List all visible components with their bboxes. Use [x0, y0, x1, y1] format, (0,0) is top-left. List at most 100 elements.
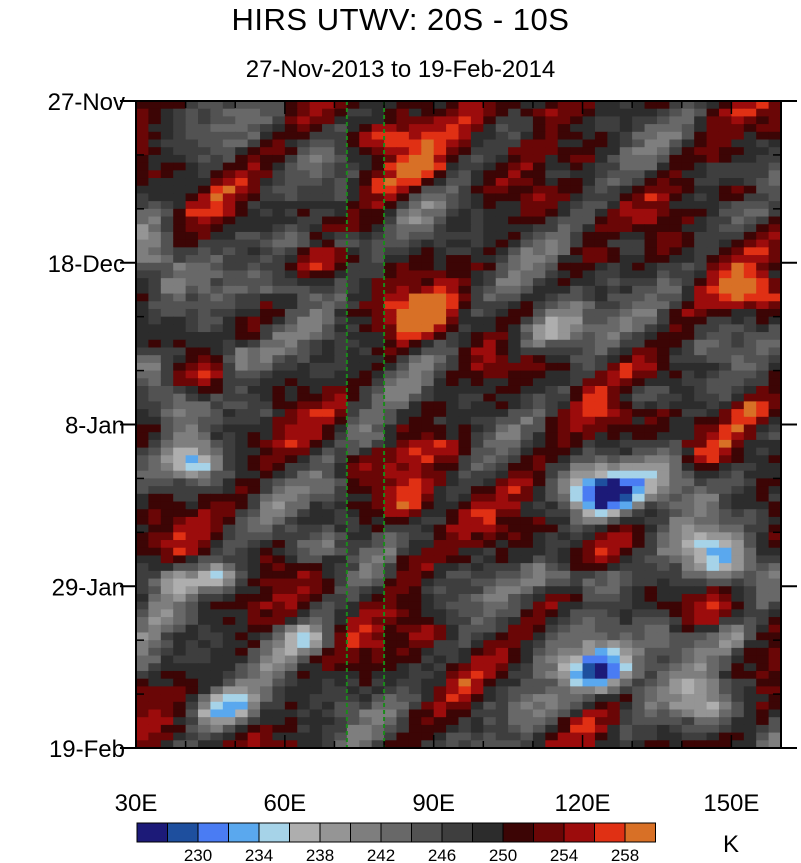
- heatmap-cell: [185, 524, 199, 533]
- heatmap-cell: [446, 724, 460, 734]
- heatmap-cell: [384, 609, 398, 618]
- heatmap-cell: [160, 316, 174, 325]
- heatmap-cell: [545, 663, 559, 672]
- heatmap-cell: [334, 593, 348, 603]
- heatmap-cell: [594, 455, 608, 464]
- heatmap-cell: [334, 116, 348, 125]
- heatmap-cell: [508, 655, 522, 664]
- heatmap-cell: [309, 154, 323, 164]
- heatmap-cell: [545, 216, 559, 225]
- heatmap-cell: [607, 324, 621, 333]
- heatmap-cell: [384, 586, 398, 595]
- heatmap-cell: [384, 547, 398, 557]
- heatmap-cell: [681, 293, 695, 302]
- heatmap-cell: [545, 709, 559, 718]
- heatmap-cell: [210, 385, 224, 395]
- heatmap-cell: [632, 524, 646, 533]
- heatmap-cell: [433, 632, 447, 641]
- heatmap-cell: [743, 478, 757, 487]
- heatmap-cell: [148, 493, 162, 503]
- heatmap-cell: [681, 717, 695, 726]
- heatmap-cell: [322, 401, 336, 410]
- heatmap-cell: [260, 663, 274, 672]
- heatmap-cell: [743, 432, 757, 441]
- heatmap-cell: [731, 239, 745, 248]
- heatmap-cell: [470, 601, 484, 610]
- heatmap-cell: [582, 370, 596, 379]
- heatmap-cell: [198, 270, 212, 279]
- heatmap-cell: [371, 486, 385, 495]
- heatmap-cell: [520, 578, 534, 587]
- heatmap-cell: [185, 555, 199, 564]
- heatmap-cell: [669, 709, 683, 718]
- heatmap-cell: [508, 193, 522, 202]
- heatmap-cell: [247, 409, 261, 418]
- heatmap-cell: [607, 524, 621, 533]
- heatmap-cell: [148, 632, 162, 641]
- heatmap-cell: [235, 293, 249, 302]
- heatmap-cell: [706, 147, 720, 156]
- heatmap-cell: [260, 378, 274, 387]
- heatmap-cell: [731, 409, 745, 418]
- heatmap-cell: [446, 139, 460, 148]
- chart-subtitle: 27-Nov-2013 to 19-Feb-2014: [245, 56, 556, 83]
- heatmap-cell: [706, 586, 720, 595]
- heatmap-cell: [260, 147, 274, 156]
- heatmap-cell: [272, 724, 286, 734]
- heatmap-cell: [495, 424, 509, 433]
- heatmap-cell: [284, 424, 298, 433]
- heatmap-cell: [260, 578, 274, 587]
- heatmap-cell: [545, 493, 559, 503]
- heatmap-cell: [483, 339, 497, 349]
- heatmap-cell: [334, 647, 348, 657]
- heatmap-cell: [222, 547, 236, 557]
- heatmap-cell: [582, 663, 596, 672]
- heatmap-cell: [334, 632, 348, 641]
- heatmap-cell: [384, 339, 398, 349]
- heatmap-cell: [681, 470, 695, 480]
- heatmap-cell: [160, 170, 174, 179]
- heatmap-cell: [706, 101, 720, 110]
- heatmap-cell: [136, 154, 149, 164]
- heatmap-cell: [284, 124, 298, 133]
- heatmap-cell: [768, 601, 781, 610]
- heatmap-cell: [768, 501, 781, 510]
- heatmap-cell: [433, 131, 447, 141]
- heatmap-cell: [570, 532, 584, 541]
- colorbar-swatch: [563, 822, 595, 843]
- heatmap-cell: [198, 540, 212, 549]
- heatmap-cell: [582, 694, 596, 703]
- heatmap-cell: [235, 663, 249, 672]
- heatmap-cell: [284, 570, 298, 580]
- heatmap-cell: [458, 532, 472, 541]
- heatmap-cell: [198, 170, 212, 179]
- heatmap-cell: [173, 393, 187, 402]
- heatmap-cell: [346, 609, 360, 618]
- heatmap-cell: [322, 139, 336, 148]
- heatmap-cell: [247, 701, 261, 711]
- heatmap-cell: [433, 324, 447, 333]
- heatmap-cell: [731, 170, 745, 179]
- heatmap-cell: [731, 162, 745, 171]
- heatmap-cell: [322, 678, 336, 687]
- heatmap-cell: [532, 424, 546, 433]
- heatmap-cell: [408, 632, 422, 641]
- heatmap-cell: [198, 617, 212, 626]
- heatmap-cell: [731, 663, 745, 672]
- heatmap-cell: [396, 239, 410, 248]
- heatmap-cell: [718, 124, 732, 133]
- heatmap-cell: [694, 293, 708, 302]
- heatmap-cell: [260, 178, 274, 187]
- heatmap-cell: [297, 686, 311, 695]
- heatmap-cell: [644, 178, 658, 187]
- heatmap-cell: [594, 108, 608, 117]
- heatmap-cell: [731, 324, 745, 333]
- heatmap-cell: [644, 301, 658, 310]
- heatmap-cell: [309, 370, 323, 379]
- heatmap-cell: [669, 262, 683, 272]
- heatmap-cell: [235, 278, 249, 287]
- heatmap-cell: [446, 255, 460, 264]
- heatmap-cell: [743, 170, 757, 179]
- heatmap-cell: [260, 463, 274, 472]
- heatmap-cell: [582, 224, 596, 233]
